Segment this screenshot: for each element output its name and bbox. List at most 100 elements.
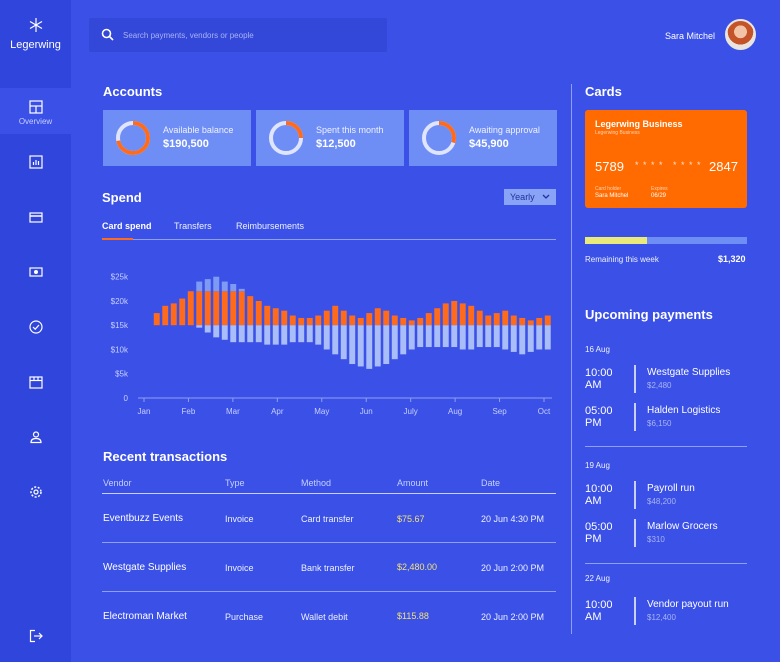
cell-date: 20 Jun 4:30 PM xyxy=(481,514,545,524)
bar-down xyxy=(544,325,551,350)
bar-down xyxy=(451,325,458,348)
user-name[interactable]: Sara Mitchel xyxy=(665,31,716,41)
cell-type: Purchase xyxy=(225,612,264,622)
bar-up xyxy=(306,317,313,326)
card-subtitle: Legerwing Business xyxy=(595,130,640,136)
bar-up xyxy=(527,320,534,326)
x-tick-label: May xyxy=(314,407,329,416)
bar-up xyxy=(204,291,211,326)
payment-time: 10:00 AM xyxy=(585,599,613,623)
payment-amount: $6,150 xyxy=(647,419,672,428)
account-value: $45,900 xyxy=(469,138,509,150)
logo[interactable]: Legerwing xyxy=(0,0,71,80)
sidebar-item-approvals[interactable] xyxy=(0,308,71,354)
bar-up xyxy=(510,315,517,326)
x-tick-label: Sep xyxy=(492,407,507,416)
x-tick-label: Jan xyxy=(138,407,151,416)
payment-marker xyxy=(634,481,636,509)
bar-down xyxy=(255,325,262,343)
card-number-mask: * * * * xyxy=(635,160,664,170)
bar-up xyxy=(196,291,203,326)
bar-down xyxy=(434,325,441,348)
bar-up-faint xyxy=(204,279,211,292)
column-divider xyxy=(571,84,572,634)
x-tick-label: Feb xyxy=(182,407,196,416)
sidebar-item-reports[interactable] xyxy=(0,143,71,189)
search-input[interactable] xyxy=(123,26,373,44)
account-card-awaiting[interactable]: Awaiting approval $45,900 xyxy=(409,110,557,166)
chevron-down-icon xyxy=(542,194,550,199)
bar-up xyxy=(323,310,330,326)
sidebar-item-people[interactable] xyxy=(0,418,71,464)
tabs-divider xyxy=(102,239,556,240)
bar-down xyxy=(383,325,390,365)
sidebar-item-payments[interactable] xyxy=(0,253,71,299)
sidebar-item-overview[interactable]: Overview xyxy=(0,88,71,134)
search-bar[interactable] xyxy=(89,18,387,52)
tab-transfers[interactable]: Transfers xyxy=(174,221,212,231)
column-header-amount[interactable]: Amount xyxy=(397,478,429,488)
card-name: Legerwing Business xyxy=(595,119,683,129)
sidebar-item-logout[interactable] xyxy=(0,617,71,662)
bar-down xyxy=(425,325,432,348)
card-expiry: 06/29 xyxy=(651,193,667,199)
column-header-method[interactable]: Method xyxy=(301,478,332,488)
bar-down xyxy=(247,325,254,343)
x-tick-label: Aug xyxy=(448,407,462,416)
bar-down xyxy=(459,325,466,350)
bar-up xyxy=(213,291,220,326)
x-tick-label: July xyxy=(404,407,418,416)
period-value: Yearly xyxy=(510,192,535,202)
bar-up xyxy=(425,313,432,326)
bar-up xyxy=(170,303,177,326)
payment-name[interactable]: Westgate Supplies xyxy=(647,367,731,378)
card-number-mask: * * * * xyxy=(673,160,702,170)
payment-name[interactable]: Halden Logistics xyxy=(647,405,721,416)
sidebar-item-label: Overview xyxy=(18,117,53,126)
column-header-vendor[interactable]: Vendor xyxy=(103,478,132,488)
cell-type: Invoice xyxy=(225,563,254,573)
sidebar-item-cards[interactable] xyxy=(0,198,71,244)
bar-down xyxy=(502,325,509,350)
bar-down xyxy=(213,325,220,338)
spend-chart: $25k $20k $15k $10k $5k 0 Jan Feb Mar Apr May Jun Ju… xyxy=(111,273,552,416)
column-header-type[interactable]: Type xyxy=(225,478,245,488)
payment-group-divider xyxy=(585,446,747,447)
sidebar-item-vendors[interactable] xyxy=(0,363,71,409)
bar-up xyxy=(417,317,424,326)
y-tick-label: $25k xyxy=(111,273,129,282)
ring-chart xyxy=(422,121,456,155)
tab-card-spend[interactable]: Card spend xyxy=(102,221,152,231)
account-value: $12,500 xyxy=(316,138,356,150)
cell-amount: $2,480.00 xyxy=(397,562,438,572)
bar-up xyxy=(162,305,169,326)
chart-icon xyxy=(29,155,43,169)
bar-up xyxy=(281,310,288,326)
bar-up-faint xyxy=(213,276,220,292)
payment-marker xyxy=(634,519,636,547)
card-number-first: 5789 xyxy=(595,159,624,174)
upcoming-title: Upcoming payments xyxy=(585,307,713,322)
payment-marker xyxy=(634,365,636,393)
row-divider xyxy=(102,591,556,592)
column-header-date[interactable]: Date xyxy=(481,478,501,488)
account-card-spent[interactable]: Spent this month $12,500 xyxy=(256,110,404,166)
tab-reimbursements[interactable]: Reimbursements xyxy=(236,221,305,231)
bar-up xyxy=(383,310,390,326)
account-card-available[interactable]: Available balance $190,500 xyxy=(103,110,251,166)
payment-time: 05:00 PM xyxy=(585,405,613,429)
period-select[interactable]: Yearly xyxy=(504,189,556,205)
x-tick-label: Jun xyxy=(360,407,373,416)
row-divider xyxy=(102,542,556,543)
avatar[interactable] xyxy=(725,19,756,50)
payment-name[interactable]: Payroll run xyxy=(647,483,695,494)
payment-name[interactable]: Marlow Grocers xyxy=(647,521,718,532)
store-icon xyxy=(29,376,43,389)
sidebar: Legerwing Overview xyxy=(0,0,71,662)
bank-card[interactable]: Legerwing Business Legerwing Business 57… xyxy=(585,110,747,208)
bar-up xyxy=(400,317,407,326)
payment-name[interactable]: Vendor payout run xyxy=(647,599,729,610)
sidebar-item-settings[interactable] xyxy=(0,473,71,519)
layout-icon xyxy=(29,100,43,114)
bar-down xyxy=(323,325,330,350)
